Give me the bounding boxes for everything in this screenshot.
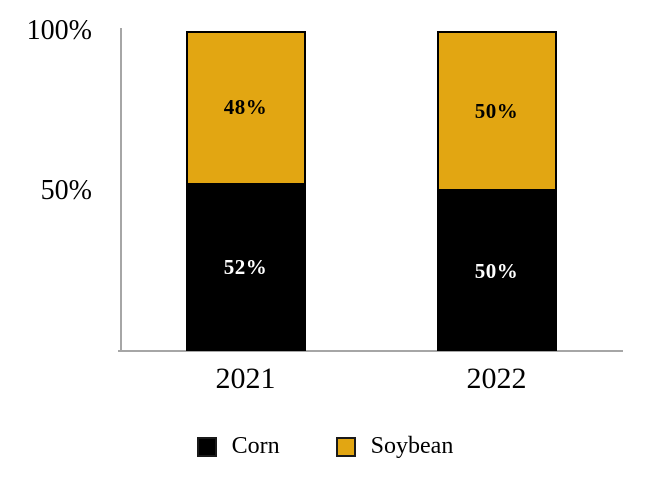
plot-area: 48% 52% 50% 50%: [120, 31, 622, 351]
segment-soybean-2021: 48%: [185, 31, 306, 185]
y-axis-tick-labels: 100% 50%: [0, 15, 104, 351]
x-axis-label-2021: 2021: [215, 362, 276, 395]
y-tick-100: 100%: [26, 15, 92, 46]
x-axis-line: [118, 350, 623, 352]
segment-soybean-2022: 50%: [436, 31, 557, 191]
bar-2022: 50% 50%: [436, 31, 557, 351]
segment-corn-2022: 50%: [436, 191, 557, 351]
legend-item-soybean: Soybean: [335, 433, 454, 460]
bar-2021: 48% 52%: [185, 31, 306, 351]
segment-label-soybean-2021: 48%: [223, 95, 268, 120]
x-axis-label-2022: 2022: [466, 362, 527, 395]
segment-label-corn-2022: 50%: [474, 258, 519, 283]
corn-swatch: [196, 436, 217, 457]
segment-label-corn-2021: 52%: [223, 255, 268, 280]
legend: Corn Soybean: [0, 433, 650, 460]
legend-label-corn: Corn: [231, 433, 280, 459]
y-axis-line: [120, 28, 122, 352]
y-tick-50: 50%: [40, 175, 92, 206]
segment-label-soybean-2022: 50%: [474, 98, 519, 123]
legend-item-corn: Corn: [196, 433, 280, 460]
x-axis-labels: 2021 2022: [120, 362, 622, 402]
legend-label-soybean: Soybean: [370, 433, 454, 459]
segment-corn-2021: 52%: [185, 184, 306, 351]
soybean-swatch: [335, 436, 356, 457]
